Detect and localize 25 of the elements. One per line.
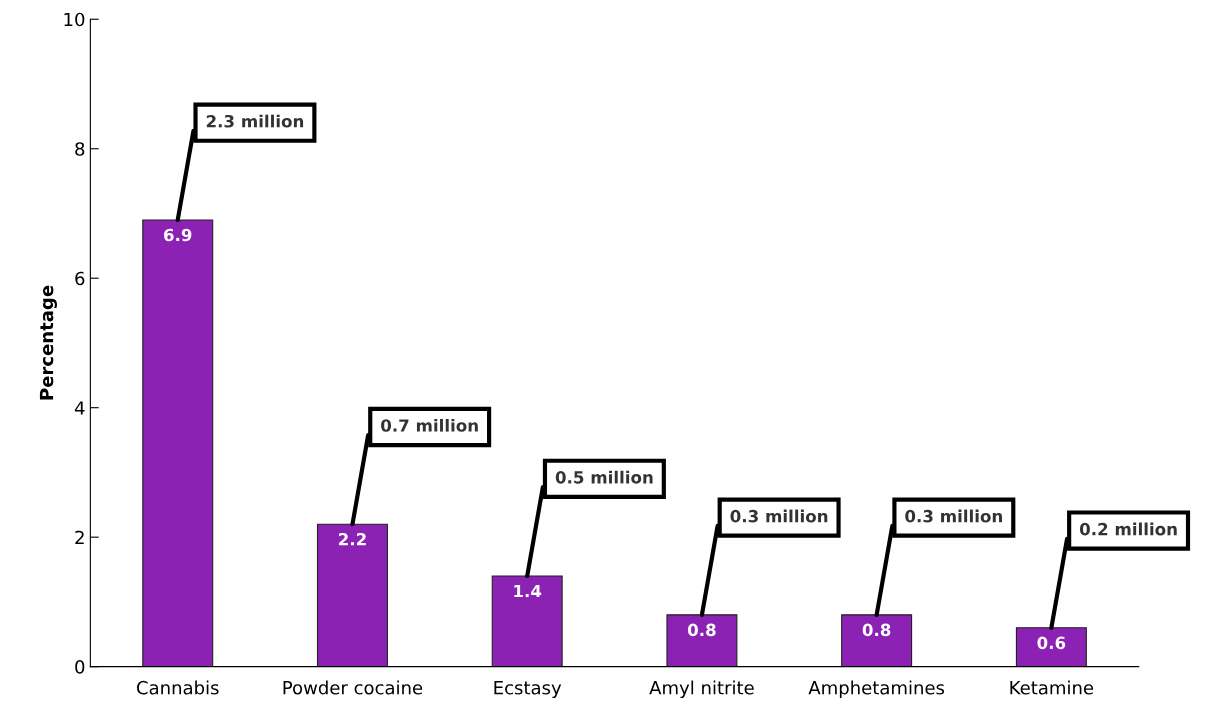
annotation: 0.7 million <box>381 418 478 432</box>
data-label: 1.4 <box>514 584 542 598</box>
data-label: 0.6 <box>1037 636 1066 650</box>
annotation: 2.3 million <box>206 114 304 128</box>
x-tick-label: Ketamine <box>1010 680 1094 695</box>
y-tick-label: 2 <box>75 530 84 545</box>
annotation: 0.2 million <box>1079 522 1177 536</box>
y-tick-label: 10 <box>64 12 85 27</box>
data-label: 6.9 <box>164 228 192 242</box>
y-axis-title: Percentage <box>39 285 57 400</box>
x-tick-label: Amphetamines <box>808 680 945 699</box>
x-tick-label: Amyl nitrite <box>649 680 754 699</box>
x-tick-label: Powder cocaine <box>283 680 423 695</box>
x-tick-label: Cannabis <box>137 680 219 695</box>
data-label: 0.8 <box>862 623 891 637</box>
x-tick-label: Ecstasy <box>494 681 562 699</box>
y-tick-label: 0 <box>75 660 85 674</box>
annotation: 0.3 million <box>730 509 828 523</box>
annotation: 0.5 million <box>555 470 653 484</box>
data-label: 2.2 <box>339 532 366 546</box>
y-tick-label: 8 <box>75 142 85 156</box>
data-label: 0.8 <box>687 623 716 637</box>
annotation: 0.3 million <box>905 509 1002 523</box>
y-tick-label: 4 <box>74 401 85 415</box>
y-tick-label: 6 <box>75 271 85 286</box>
